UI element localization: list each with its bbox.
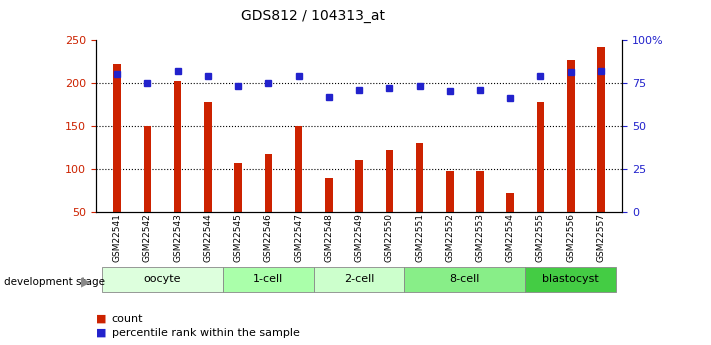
- Text: ▶: ▶: [80, 275, 90, 288]
- Bar: [597, 47, 605, 212]
- Text: 1-cell: 1-cell: [253, 275, 284, 284]
- Bar: [385, 150, 393, 212]
- Text: GSM22547: GSM22547: [294, 213, 303, 262]
- Bar: [525, 267, 616, 292]
- Bar: [204, 102, 212, 212]
- Text: ■: ■: [96, 314, 107, 324]
- Bar: [144, 126, 151, 212]
- Bar: [235, 163, 242, 212]
- Bar: [102, 267, 223, 292]
- Bar: [506, 193, 514, 212]
- Bar: [537, 102, 544, 212]
- Text: GSM22554: GSM22554: [506, 213, 515, 262]
- Bar: [325, 178, 333, 212]
- Bar: [264, 154, 272, 212]
- Text: 2-cell: 2-cell: [344, 275, 374, 284]
- Text: GSM22545: GSM22545: [234, 213, 242, 262]
- Text: 8-cell: 8-cell: [449, 275, 480, 284]
- Bar: [476, 171, 483, 212]
- Text: GSM22543: GSM22543: [173, 213, 182, 262]
- Text: GSM22544: GSM22544: [203, 213, 213, 262]
- Text: blastocyst: blastocyst: [542, 275, 599, 284]
- Text: development stage: development stage: [4, 277, 105, 287]
- Bar: [174, 81, 181, 212]
- Text: GSM22555: GSM22555: [536, 213, 545, 262]
- Bar: [113, 64, 121, 212]
- Text: percentile rank within the sample: percentile rank within the sample: [112, 328, 299, 338]
- Text: GSM22557: GSM22557: [597, 213, 606, 262]
- Text: GSM22550: GSM22550: [385, 213, 394, 262]
- Text: GDS812 / 104313_at: GDS812 / 104313_at: [241, 9, 385, 23]
- Text: GSM22553: GSM22553: [476, 213, 484, 262]
- Bar: [416, 143, 423, 212]
- Text: GSM22548: GSM22548: [324, 213, 333, 262]
- Bar: [314, 267, 405, 292]
- Text: GSM22542: GSM22542: [143, 213, 152, 262]
- Text: GSM22556: GSM22556: [566, 213, 575, 262]
- Text: GSM22549: GSM22549: [355, 213, 363, 262]
- Text: GSM22546: GSM22546: [264, 213, 273, 262]
- Bar: [446, 171, 454, 212]
- Bar: [405, 267, 525, 292]
- Text: ■: ■: [96, 328, 107, 338]
- Text: GSM22552: GSM22552: [445, 213, 454, 262]
- Bar: [567, 60, 574, 212]
- Text: count: count: [112, 314, 143, 324]
- Bar: [295, 126, 302, 212]
- Bar: [223, 267, 314, 292]
- Bar: [356, 160, 363, 212]
- Text: oocyte: oocyte: [144, 275, 181, 284]
- Text: GSM22541: GSM22541: [112, 213, 122, 262]
- Text: GSM22551: GSM22551: [415, 213, 424, 262]
